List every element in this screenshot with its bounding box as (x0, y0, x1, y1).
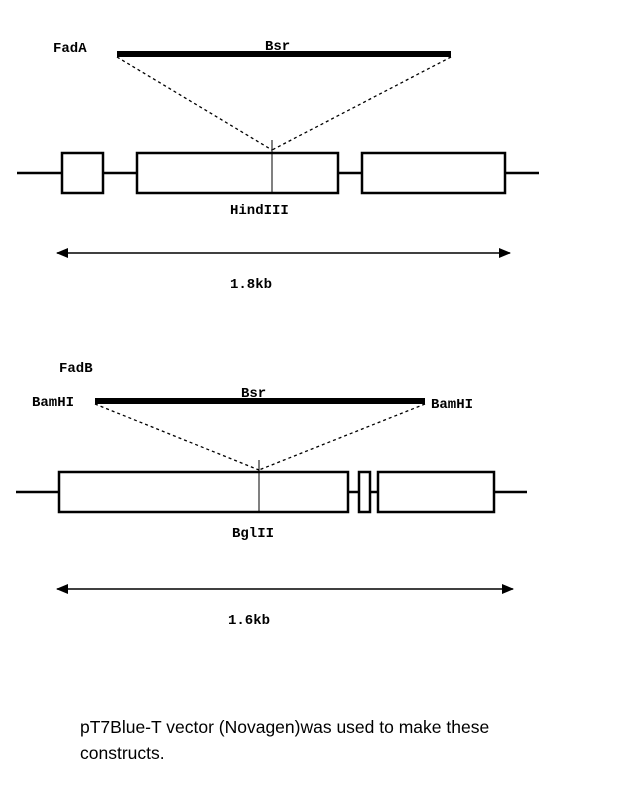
fadb-exon-2 (357, 470, 372, 514)
fada-exon-3 (360, 151, 507, 195)
fada-exon-2 (135, 151, 340, 195)
fadb-right-bamhi-label: BamHI (431, 397, 473, 413)
fadb-exon-3 (376, 470, 496, 514)
caption-line-2: constructs. (80, 743, 165, 763)
fada-hindiii-label: HindIII (230, 203, 289, 219)
fadb-size-label: 1.6kb (228, 613, 270, 629)
caption-line-1: pT7Blue-T vector (Novagen)was used to ma… (80, 717, 490, 737)
fadb-panel: FadB Bsr BamHI BamHI BglII 1.6kb (16, 361, 527, 629)
fadb-left-bamhi-label: BamHI (32, 395, 74, 411)
fada-size-label: 1.8kb (230, 277, 272, 293)
fadb-left-dashed-line (94, 403, 260, 471)
fada-bsr-label: Bsr (265, 39, 290, 55)
fadb-exon-1 (57, 470, 350, 514)
fadb-bglii-label: BglII (232, 526, 274, 542)
fada-right-dashed-line (271, 56, 452, 151)
fada-construct-label: FadA (53, 41, 87, 57)
fadb-right-dashed-line (258, 403, 426, 471)
fada-panel: FadA Bsr HindIII 1.8kb (17, 39, 539, 293)
fada-exon-1 (60, 151, 105, 195)
fadb-bsr-label: Bsr (241, 386, 266, 402)
vector-caption: pT7Blue-T vector (Novagen)was used to ma… (80, 714, 600, 766)
fada-left-dashed-line (116, 56, 273, 151)
fadb-construct-label: FadB (59, 361, 93, 377)
